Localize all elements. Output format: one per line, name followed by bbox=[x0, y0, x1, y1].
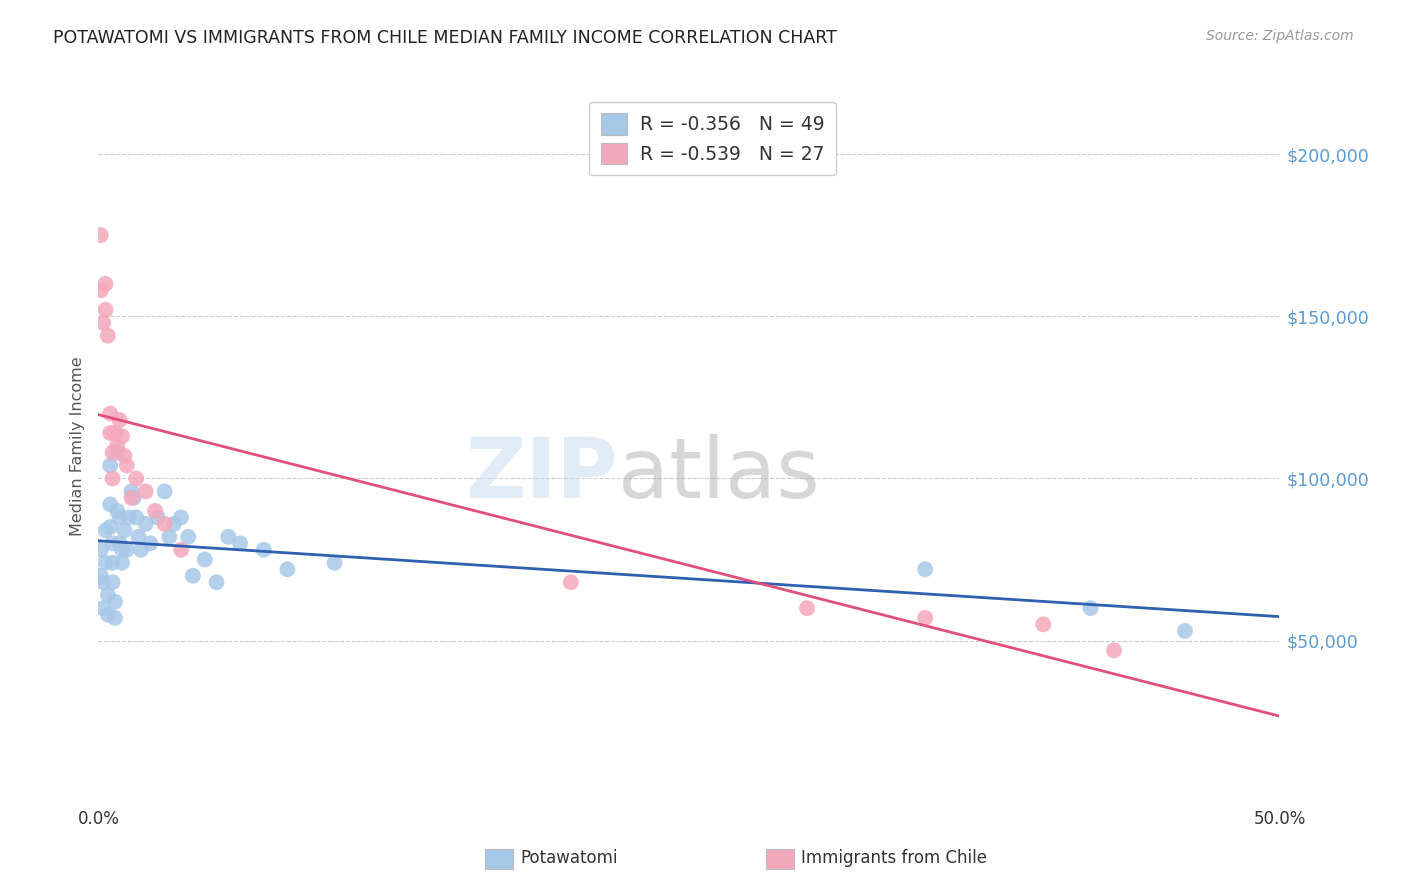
Y-axis label: Median Family Income: Median Family Income bbox=[69, 356, 84, 536]
Point bbox=[111, 542, 134, 557]
Point bbox=[90, 283, 112, 297]
Point bbox=[90, 228, 112, 243]
Point bbox=[122, 491, 145, 505]
Point bbox=[157, 530, 180, 544]
Point bbox=[135, 516, 157, 531]
Point bbox=[170, 542, 193, 557]
Point bbox=[97, 607, 120, 622]
Point bbox=[129, 542, 152, 557]
Point bbox=[104, 425, 127, 440]
Point bbox=[125, 510, 148, 524]
Point bbox=[94, 277, 117, 291]
Point bbox=[135, 484, 157, 499]
Point bbox=[128, 530, 150, 544]
Point bbox=[229, 536, 252, 550]
Point bbox=[94, 302, 117, 317]
Legend: R = -0.356   N = 49, R = -0.539   N = 27: R = -0.356 N = 49, R = -0.539 N = 27 bbox=[589, 103, 835, 176]
Point bbox=[111, 556, 134, 570]
Point bbox=[170, 510, 193, 524]
Point bbox=[90, 542, 112, 557]
Point bbox=[253, 542, 276, 557]
Point bbox=[115, 542, 138, 557]
Point bbox=[181, 568, 204, 582]
Point bbox=[91, 575, 114, 590]
Point bbox=[796, 601, 818, 615]
Point bbox=[112, 449, 135, 463]
Text: POTAWATOMI VS IMMIGRANTS FROM CHILE MEDIAN FAMILY INCOME CORRELATION CHART: POTAWATOMI VS IMMIGRANTS FROM CHILE MEDI… bbox=[53, 29, 838, 46]
Point bbox=[1174, 624, 1197, 638]
Point bbox=[101, 556, 124, 570]
Point bbox=[194, 552, 217, 566]
Point bbox=[205, 575, 228, 590]
Point bbox=[101, 445, 124, 459]
Point bbox=[1102, 643, 1125, 657]
Point bbox=[118, 510, 141, 524]
Point bbox=[153, 516, 176, 531]
Text: Potawatomi: Potawatomi bbox=[520, 849, 617, 867]
Point bbox=[108, 536, 131, 550]
Point bbox=[105, 439, 128, 453]
Point bbox=[217, 530, 239, 544]
Point bbox=[104, 595, 127, 609]
Point bbox=[97, 328, 120, 343]
Text: atlas: atlas bbox=[619, 434, 820, 515]
Point bbox=[94, 556, 117, 570]
Point bbox=[914, 562, 936, 576]
Point bbox=[115, 458, 138, 473]
Point bbox=[98, 425, 121, 440]
Point bbox=[98, 520, 121, 534]
Point bbox=[111, 429, 134, 443]
Point bbox=[276, 562, 298, 576]
Point bbox=[125, 471, 148, 485]
Point bbox=[143, 504, 166, 518]
Point bbox=[91, 601, 114, 615]
Point bbox=[97, 588, 120, 602]
Point bbox=[153, 484, 176, 499]
Point bbox=[177, 530, 200, 544]
Point bbox=[90, 568, 112, 582]
Point bbox=[146, 510, 169, 524]
Point bbox=[98, 497, 121, 511]
Point bbox=[139, 536, 162, 550]
Point bbox=[104, 611, 127, 625]
Point bbox=[101, 536, 124, 550]
Point bbox=[94, 524, 117, 538]
Point bbox=[323, 556, 346, 570]
Point bbox=[98, 458, 121, 473]
Point bbox=[101, 471, 124, 485]
Point bbox=[105, 504, 128, 518]
Text: Immigrants from Chile: Immigrants from Chile bbox=[801, 849, 987, 867]
Point bbox=[98, 407, 121, 421]
Text: Source: ZipAtlas.com: Source: ZipAtlas.com bbox=[1206, 29, 1354, 43]
Point bbox=[560, 575, 582, 590]
Point bbox=[1032, 617, 1054, 632]
Point bbox=[163, 516, 186, 531]
Point bbox=[101, 575, 124, 590]
Point bbox=[91, 316, 114, 330]
Point bbox=[1080, 601, 1102, 615]
Point bbox=[121, 484, 143, 499]
Point bbox=[108, 510, 131, 524]
Point bbox=[112, 524, 135, 538]
Point bbox=[108, 413, 131, 427]
Point bbox=[121, 491, 143, 505]
Point bbox=[914, 611, 936, 625]
Point bbox=[105, 445, 128, 459]
Text: ZIP: ZIP bbox=[465, 434, 619, 515]
